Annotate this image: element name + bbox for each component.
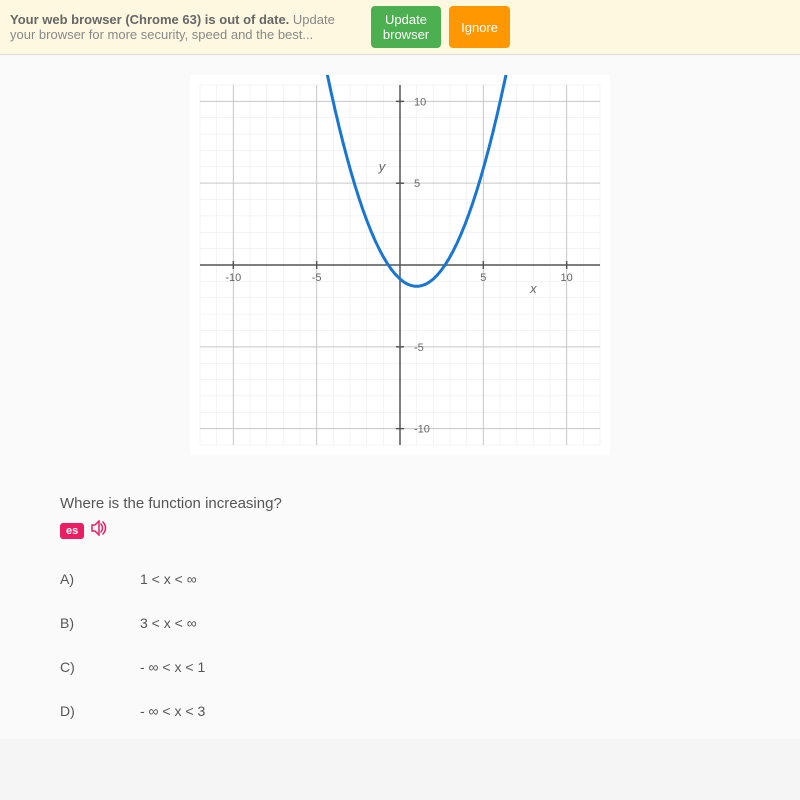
svg-text:-5: -5 [414,342,424,354]
option-b[interactable]: B) 3 < x < ∞ [60,615,740,631]
option-c[interactable]: C) - ∞ < x < 1 [60,659,740,675]
update-browser-button[interactable]: Update browser [371,6,441,48]
option-value: 3 < x < ∞ [140,615,197,631]
ignore-button[interactable]: Ignore [449,6,510,48]
option-label: C) [60,659,80,675]
svg-text:y: y [378,159,387,174]
svg-text:-5: -5 [312,272,322,284]
options-list: A) 1 < x < ∞ B) 3 < x < ∞ C) - ∞ < x < 1 D) - ∞… [60,571,740,719]
option-a[interactable]: A) 1 < x < ∞ [60,571,740,587]
option-value: 1 < x < ∞ [140,571,197,587]
question-text: Where is the function increasing? [60,495,740,512]
svg-text:-10: -10 [414,424,430,436]
warning-text: Your web browser (Chrome 63) is out of d… [10,12,361,42]
question-badges: es [60,520,740,541]
option-label: D) [60,703,80,719]
option-value: - ∞ < x < 3 [140,703,205,719]
sound-icon[interactable] [90,520,110,541]
svg-text:-10: -10 [225,272,241,284]
svg-text:10: 10 [414,96,426,108]
parabola-graph: -10 -5 5 10 -10 -5 5 10 x y [190,75,610,455]
content-area: -10 -5 5 10 -10 -5 5 10 x y Where is the function… [0,55,800,739]
option-label: B) [60,615,80,631]
svg-text:10: 10 [561,272,573,284]
svg-text:x: x [529,281,537,296]
browser-warning-bar: Your web browser (Chrome 63) is out of d… [0,0,800,55]
svg-text:5: 5 [480,272,486,284]
warning-buttons: Update browser Ignore [371,6,510,48]
option-label: A) [60,571,80,587]
question-area: Where is the function increasing? es A) 1… [0,495,800,719]
option-d[interactable]: D) - ∞ < x < 3 [60,703,740,719]
option-value: - ∞ < x < 1 [140,659,205,675]
es-badge[interactable]: es [60,523,84,539]
warning-prefix: Your web browser (Chrome 63) is out of d… [10,12,289,27]
svg-text:5: 5 [414,178,420,190]
graph-container: -10 -5 5 10 -10 -5 5 10 x y [0,75,800,455]
